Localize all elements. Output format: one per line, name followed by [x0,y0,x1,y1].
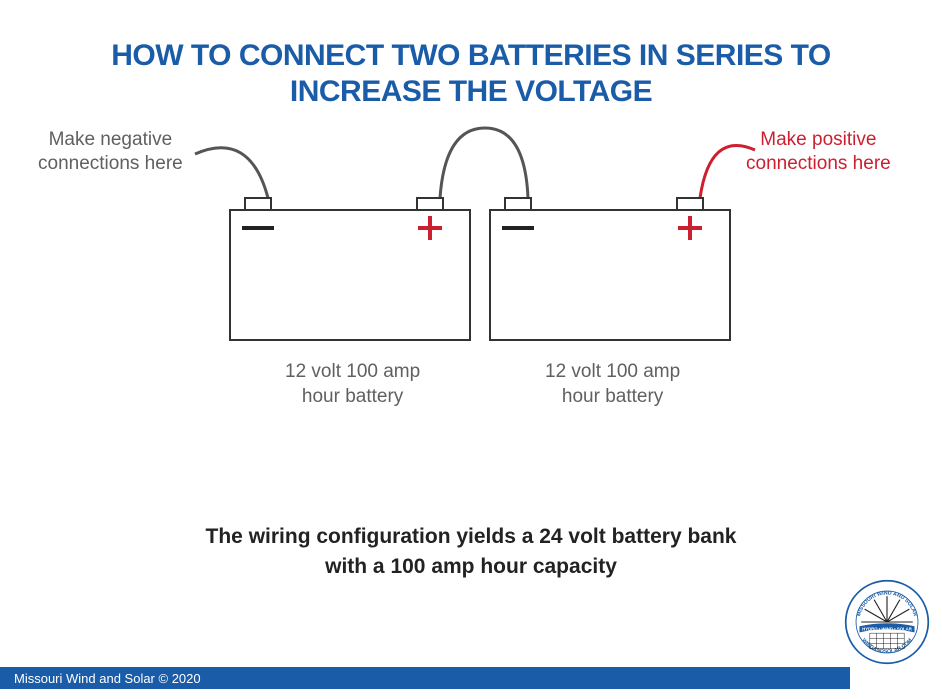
bat-left-label-line1: 12 volt 100 amp [285,360,420,385]
title-line2: INCREASE THE VOLTAGE [0,74,942,110]
diagram-area: Make negative connections here Make posi… [0,110,942,490]
result-line2: with a 100 amp hour capacity [0,552,942,582]
negative-wire [195,148,268,198]
logo-mid-text: HYDRO • WIND • SOLAR [862,627,913,632]
bat-left-label-line2: hour battery [285,385,420,410]
battery-right [490,198,730,340]
positive-wire [700,145,755,198]
page-title: HOW TO CONNECT TWO BATTERIES IN SERIES T… [0,38,942,110]
result-text: The wiring configuration yields a 24 vol… [0,522,942,583]
result-line1: The wiring configuration yields a 24 vol… [0,522,942,552]
battery-left-label: 12 volt 100 amp hour battery [285,360,420,409]
bat-right-label-line2: hour battery [545,385,680,410]
footer-bar: Missouri Wind and Solar © 2020 [0,667,850,689]
copyright-text: Missouri Wind and Solar © 2020 [14,671,201,686]
bat-right-label-line1: 12 volt 100 amp [545,360,680,385]
brand-logo: MISSOURI WIND AND SOLAR WINDANDSOLAR.COM… [844,579,930,665]
title-line1: HOW TO CONNECT TWO BATTERIES IN SERIES T… [0,38,942,74]
battery-diagram [0,110,942,430]
battery-left [230,198,470,340]
battery-right-label: 12 volt 100 amp hour battery [545,360,680,409]
series-jumper-wire [440,128,528,198]
